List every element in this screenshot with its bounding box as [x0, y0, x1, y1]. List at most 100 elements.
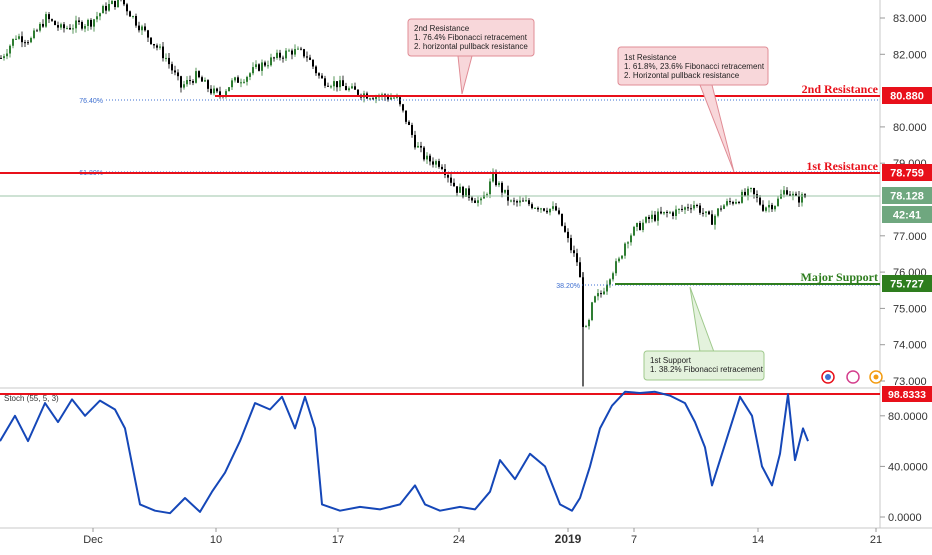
candle-down — [180, 76, 182, 87]
candle-up — [249, 73, 251, 77]
candle-up — [678, 209, 680, 210]
candle-down — [639, 223, 641, 230]
candle-up — [645, 217, 647, 223]
candle-down — [174, 70, 176, 72]
major-support-label: Major Support — [801, 270, 878, 284]
candle-up — [624, 244, 626, 256]
current-price-badge-value: 78.128 — [890, 191, 924, 203]
second-resistance-note-line-2: 1. 76.4% Fibonacci retracement — [414, 33, 528, 42]
candle-down — [258, 64, 260, 71]
candle-up — [741, 192, 743, 203]
candle-down — [528, 200, 530, 204]
second-resistance-note[interactable]: 2nd Resistance 1. 76.4% Fibonacci retrac… — [408, 19, 534, 94]
candle-up — [75, 20, 77, 28]
candle-down — [507, 190, 509, 201]
candle-up — [549, 209, 551, 212]
candle-down — [153, 44, 155, 45]
candle-up — [243, 82, 245, 83]
candle-down — [63, 24, 65, 28]
candle-down — [123, 0, 125, 4]
candle-up — [657, 212, 659, 221]
candle-up — [39, 24, 41, 31]
candle-up — [267, 65, 269, 66]
candle-up — [246, 77, 248, 82]
candle-down — [648, 217, 650, 219]
candle-down — [387, 97, 389, 99]
candle-down — [300, 49, 302, 50]
candle-down — [48, 14, 50, 19]
candle-up — [486, 194, 488, 195]
candle-down — [54, 21, 56, 25]
first-resistance-note[interactable]: 1st Resistance 1. 61.8%, 23.6% Fibonacci… — [618, 47, 768, 172]
candle-down — [453, 183, 455, 186]
fib-382-label: 38.20% — [556, 283, 580, 290]
candle-down — [105, 6, 107, 11]
candle-down — [744, 192, 746, 195]
candle-down — [27, 42, 29, 43]
candle-up — [18, 36, 20, 39]
candle-down — [711, 214, 713, 224]
candle-down — [138, 26, 140, 31]
candle-up — [99, 13, 101, 16]
price-tick-label: 75.000 — [893, 303, 927, 315]
candle-up — [612, 273, 614, 279]
candle-up — [633, 227, 635, 236]
candle-up — [792, 194, 794, 196]
news-event-icon-inner — [825, 374, 831, 380]
candle-up — [765, 207, 767, 210]
candle-up — [285, 51, 287, 59]
major-support-badge-value: 75.727 — [890, 279, 924, 291]
candle-down — [555, 206, 557, 210]
candle-down — [147, 30, 149, 37]
current-price-badge: 78.128 — [882, 187, 932, 204]
candle-down — [90, 20, 92, 27]
countdown-badge: 42:41 — [882, 206, 932, 223]
candle-up — [594, 296, 596, 302]
candle-down — [561, 214, 563, 226]
candle-up — [12, 39, 14, 46]
candle-down — [471, 198, 473, 201]
second-resistance-badge: 80.880 — [882, 87, 932, 104]
candle-down — [129, 11, 131, 16]
candle-up — [774, 206, 776, 209]
major-support-badge: 75.727 — [882, 275, 932, 292]
candle-up — [750, 188, 752, 189]
candle-down — [570, 238, 572, 250]
dividend-event-icon[interactable] — [847, 371, 859, 383]
stoch-indicator-label[interactable]: Stoch (55, 5, 3) — [4, 394, 59, 403]
candle-up — [351, 86, 353, 88]
candle-down — [126, 4, 128, 11]
candle-up — [255, 64, 257, 67]
candle-up — [231, 80, 233, 87]
candle-up — [684, 207, 686, 209]
first-support-note[interactable]: 1st Support 1. 38.2% Fibonacci retraceme… — [644, 287, 764, 380]
candle-down — [432, 161, 434, 164]
candle-down — [207, 80, 209, 89]
candle-up — [588, 320, 590, 326]
candle-down — [150, 38, 152, 44]
candle-up — [747, 189, 749, 196]
candle-up — [297, 49, 299, 50]
price-tick-label: 80.000 — [893, 122, 927, 134]
candle-down — [282, 58, 284, 59]
candle-down — [729, 201, 731, 202]
candle-up — [426, 156, 428, 160]
candle-down — [408, 122, 410, 125]
candle-up — [480, 199, 482, 201]
second-resistance-note-line-1: 2nd Resistance — [414, 24, 470, 33]
candle-down — [786, 190, 788, 194]
candle-down — [762, 205, 764, 211]
candle-up — [339, 80, 341, 87]
candle-down — [162, 47, 164, 59]
candle-up — [552, 206, 554, 209]
candle-down — [558, 210, 560, 213]
candle-down — [543, 208, 545, 210]
candle-down — [312, 60, 314, 67]
price-tick-label: 77.000 — [893, 231, 927, 243]
candle-down — [567, 232, 569, 238]
candle-up — [108, 4, 110, 11]
candle-down — [690, 208, 692, 209]
candle-up — [606, 285, 608, 292]
